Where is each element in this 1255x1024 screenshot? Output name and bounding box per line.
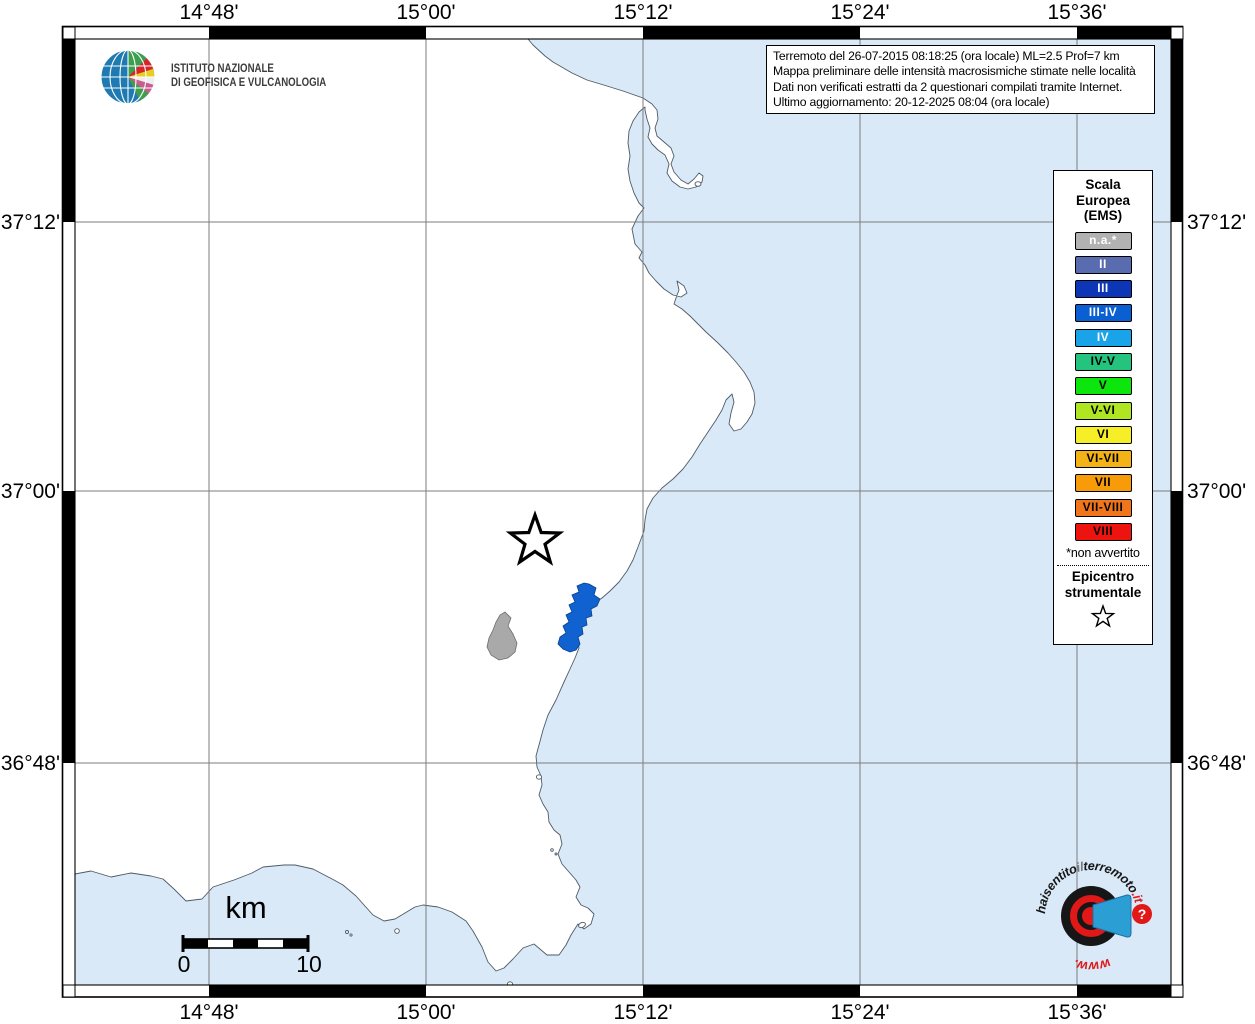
- ingv-text-line1: ISTITUTO NAZIONALE: [171, 63, 274, 75]
- legend-swatch: VIII: [1074, 523, 1132, 542]
- map-frame: [61, 25, 1184, 998]
- legend-epicenter-label: Epicentro strumentale: [1054, 569, 1152, 601]
- earthquake-info-box: Terremoto del 26-07-2015 08:18:25 (ora l…: [766, 45, 1155, 115]
- legend-swatch: V-VI: [1074, 401, 1132, 420]
- scale-bar-max: 10: [296, 951, 322, 977]
- epicenter-star: [505, 510, 565, 566]
- ingv-logo: ISTITUTO NAZIONALE DI GEOFISICA E VULCAN…: [98, 47, 326, 112]
- legend-title-line3: (EMS): [1083, 208, 1123, 223]
- logo-www-text: www.: [1071, 956, 1112, 975]
- legend-title-line1: Scala: [1085, 177, 1121, 192]
- legend-item-iii-iv: III-IV: [1054, 303, 1152, 323]
- legend-swatch: V: [1074, 377, 1132, 396]
- epicenter-star-icon: [1090, 604, 1116, 628]
- logo-text-il: il: [1075, 860, 1085, 875]
- legend-swatch: IV-V: [1074, 352, 1132, 371]
- legend-epicenter-line2: strumentale: [1064, 585, 1142, 601]
- info-line-event: Terremoto del 26-07-2015 08:18:25 (ora l…: [773, 49, 1120, 63]
- scale-bar-min: 0: [177, 951, 191, 977]
- legend-swatch: III: [1074, 280, 1132, 299]
- lat-label-right-1: 37°00': [1187, 480, 1247, 503]
- lat-label-right-0: 37°12': [1187, 211, 1247, 234]
- logo-megaphone-icon: [1092, 894, 1132, 938]
- legend-title: Scala Europea (EMS): [1054, 177, 1152, 224]
- legend-item-n-a-: n.a.*: [1054, 231, 1152, 250]
- lon-label-bottom-1: 15°00': [396, 1001, 456, 1024]
- logo-text-www: www.: [1071, 956, 1112, 975]
- lon-label-bottom-0: 14°48': [179, 1001, 239, 1024]
- legend-swatch: VI-VII: [1074, 450, 1132, 469]
- lat-label-left-0: 37°12': [0, 211, 60, 234]
- legend-item-vi-vii: VI-VII: [1054, 449, 1152, 469]
- legend-swatch: VII-VIII: [1074, 498, 1132, 517]
- sicily-landmass: [74, 38, 756, 972]
- logo-question-mark: ?: [1138, 906, 1147, 922]
- legend-items: n.a.* II III III-IV IV IV-V V V-VI VI VI-VII VII VI…: [1054, 231, 1152, 542]
- legend-separator: [1057, 565, 1149, 567]
- legend-item-vii: VII: [1054, 473, 1152, 493]
- lon-label-top-2: 15°12': [613, 1, 673, 24]
- legend-swatch: III-IV: [1074, 304, 1132, 323]
- lon-label-bottom-3: 15°24': [830, 1001, 890, 1024]
- reported-locality-polygon: [557, 582, 601, 653]
- lon-label-top-4: 15°36': [1047, 1, 1107, 24]
- legend-item-vii-viii: VII-VIII: [1054, 498, 1152, 517]
- legend-item-v-vi: V-VI: [1054, 401, 1152, 420]
- ingv-globe-icon: [100, 49, 156, 105]
- legend-item-viii: VIII: [1054, 522, 1152, 542]
- info-line-map-type: Mappa preliminare delle intensità macros…: [773, 64, 1136, 79]
- lon-label-bottom-4: 15°36': [1047, 1001, 1107, 1024]
- legend-item-vi: VI: [1054, 425, 1152, 444]
- legend-footnote: *non avvertito: [1066, 546, 1140, 561]
- intensity-legend: Scala Europea (EMS) n.a.* II III III-IV IV IV…: [1053, 170, 1153, 645]
- scale-bar: [181, 935, 310, 952]
- legend-epicenter-star: [1054, 604, 1152, 635]
- legend-item-iv-v: IV-V: [1054, 352, 1152, 371]
- lat-label-left-2: 36°48': [0, 752, 60, 775]
- lat-label-right-2: 36°48': [1187, 752, 1247, 775]
- ingv-logo-text: ISTITUTO NAZIONALE DI GEOFISICA E VULCAN…: [171, 63, 326, 90]
- legend-swatch: IV: [1074, 328, 1132, 347]
- legend-swatch: VII: [1074, 474, 1132, 493]
- info-line-data-source: Dati non verificati estratti da 2 questi…: [773, 79, 1123, 94]
- legend-swatch: n.a.*: [1074, 231, 1132, 250]
- scale-bar-unit: km: [225, 890, 267, 925]
- lon-label-bottom-2: 15°12': [613, 1001, 673, 1024]
- lon-label-top-0: 14°48': [179, 1, 239, 24]
- legend-swatch: II: [1074, 255, 1132, 274]
- legend-item-iii: III: [1054, 279, 1152, 299]
- legend-title-line2: Europea: [1075, 192, 1130, 208]
- legend-item-v: V: [1054, 376, 1152, 396]
- logo-question-badge: [1132, 904, 1152, 924]
- info-line-updated: Ultimo aggiornamento: 20-12-2025 08:04 (…: [773, 94, 1050, 109]
- legend-item-iv: IV: [1054, 328, 1152, 347]
- haisentitoilterremoto-logo: ? haisentitoilterremoto.it www.: [1034, 859, 1152, 975]
- na-locality-polygon: [486, 611, 518, 661]
- lon-label-top-1: 15°00': [396, 1, 456, 24]
- lat-label-left-1: 37°00': [0, 480, 60, 503]
- legend-epicenter-line1: Epicentro: [1071, 569, 1135, 585]
- lon-label-top-3: 15°24': [830, 1, 890, 24]
- legend-item-ii: II: [1054, 255, 1152, 274]
- legend-swatch: VI: [1074, 425, 1132, 444]
- ingv-text-line2: DI GEOFISICA E VULCANOLOGIA: [171, 76, 327, 89]
